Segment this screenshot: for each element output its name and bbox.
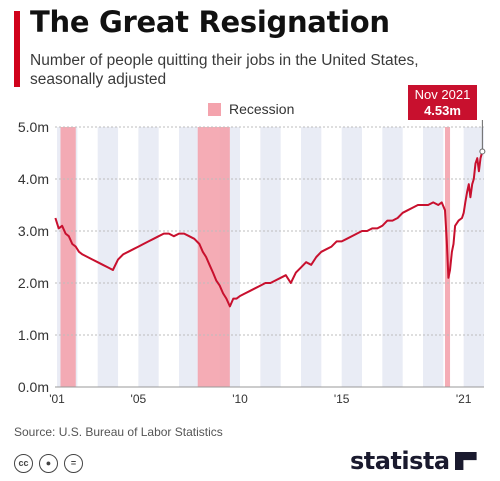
x-tick-label: '01 <box>49 392 65 406</box>
y-tick-label: 5.0m <box>18 119 49 135</box>
callout-date: Nov 2021 <box>414 87 471 102</box>
year-stripe <box>423 127 444 387</box>
y-tick-label: 3.0m <box>18 223 49 239</box>
latest-value-callout: Nov 2021 4.53m <box>408 85 477 120</box>
x-tick-label: '05 <box>131 392 147 406</box>
year-stripe <box>138 127 159 387</box>
x-tick-label: '10 <box>232 392 248 406</box>
year-stripe <box>301 127 322 387</box>
callout-value: 4.53m <box>424 103 461 118</box>
by-icon[interactable]: ● <box>39 454 58 473</box>
cc-icon[interactable]: cc <box>14 454 33 473</box>
y-tick-label: 4.0m <box>18 171 49 187</box>
recession-band <box>60 127 76 387</box>
recession-band <box>197 127 230 387</box>
year-stripe <box>382 127 403 387</box>
callout-point <box>479 148 486 155</box>
x-tick-label: '21 <box>456 392 472 406</box>
source-note: Source: U.S. Bureau of Labor Statistics <box>14 425 223 439</box>
brand-mark-icon <box>454 452 477 470</box>
y-axis: 0.0m 1.0m 2.0m 3.0m 4.0m 5.0m <box>18 119 49 395</box>
chart-title: The Great Resignation <box>30 5 390 39</box>
license-icons: cc ● = <box>14 454 89 473</box>
nd-icon[interactable]: = <box>64 454 83 473</box>
legend: Recession <box>208 101 294 117</box>
brand-name: statista <box>350 447 450 475</box>
series-line <box>54 151 484 308</box>
gridlines <box>55 126 484 388</box>
y-tick-label: 0.0m <box>18 379 49 395</box>
chart-subtitle: Number of people quitting their jobs in … <box>30 52 419 88</box>
x-axis: '01 '05 '10 '15 '21 <box>49 392 472 406</box>
y-tick-label: 1.0m <box>18 327 49 343</box>
callout-marker-group <box>479 120 486 155</box>
y-tick-label: 2.0m <box>18 275 49 291</box>
year-stripe <box>260 127 281 387</box>
series-line-group <box>54 151 484 308</box>
title-accent-bar <box>14 11 20 87</box>
legend-recession-swatch <box>208 102 221 116</box>
year-stripe <box>97 127 119 387</box>
brand-logo[interactable]: statista <box>350 447 477 475</box>
year-stripe <box>179 127 200 387</box>
x-tick-label: '15 <box>334 392 350 406</box>
year-stripe <box>463 127 484 387</box>
legend-recession-label: Recession <box>229 101 295 117</box>
year-stripe <box>341 127 363 387</box>
